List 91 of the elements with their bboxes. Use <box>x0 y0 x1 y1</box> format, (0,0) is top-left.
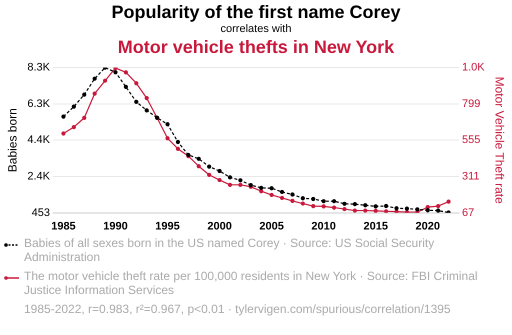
y2-tick-label: 555 <box>462 134 480 146</box>
point <box>436 208 440 213</box>
point <box>426 205 430 210</box>
x-tick-label: 2010 <box>311 220 336 232</box>
point <box>102 78 108 83</box>
point <box>270 186 274 190</box>
point <box>165 136 170 140</box>
point <box>404 206 410 211</box>
y-tick-label: 6.3K <box>27 98 51 110</box>
x-tick-label: 1985 <box>51 220 76 232</box>
point <box>363 203 368 208</box>
point <box>196 156 201 161</box>
point <box>436 204 440 208</box>
point <box>144 96 149 100</box>
point <box>259 186 264 190</box>
point <box>446 200 451 204</box>
point <box>207 164 212 169</box>
point <box>384 204 388 208</box>
y2-tick-label: 1.0K <box>462 62 486 74</box>
x-tick-label: 2000 <box>207 220 232 232</box>
point <box>72 104 76 109</box>
x-tick-label: 2005 <box>259 220 284 232</box>
y2-axis-title: Motor Vehicle Theft rate <box>492 76 506 204</box>
point <box>322 204 326 209</box>
point <box>134 100 138 104</box>
y-tick-label: 8.3K <box>27 62 51 74</box>
point <box>394 210 399 213</box>
y-axis-title: Babies born <box>6 108 20 172</box>
legend-label: Babies of all sexes born in the US named Corey · Source: US Social Security Administration <box>24 236 436 264</box>
point <box>92 76 97 81</box>
point <box>228 175 232 180</box>
point <box>300 196 305 200</box>
point <box>280 190 284 194</box>
point <box>144 108 149 112</box>
point <box>61 131 66 136</box>
point <box>426 208 430 212</box>
x-tick-label: 1995 <box>155 220 180 232</box>
point <box>352 208 357 213</box>
point <box>270 192 274 198</box>
point <box>217 178 222 182</box>
y2-tick-label: 311 <box>462 170 480 183</box>
point <box>290 198 295 203</box>
x-tick-label: 2020 <box>416 220 440 232</box>
point <box>322 199 326 204</box>
point <box>217 168 222 174</box>
point <box>290 192 295 197</box>
point <box>259 189 264 194</box>
point <box>374 208 378 213</box>
x-tick-label: 2015 <box>363 220 388 232</box>
point <box>176 140 180 144</box>
point <box>165 122 170 126</box>
point <box>332 199 336 204</box>
point <box>134 81 138 86</box>
point <box>311 196 316 202</box>
point <box>207 172 212 177</box>
point <box>363 208 368 213</box>
point <box>82 92 86 97</box>
point <box>124 84 128 89</box>
x-tick-label: 1990 <box>103 220 128 232</box>
chart-subtitle: correlates with <box>220 22 292 36</box>
text: Motor vehicle thefts in New York <box>116 36 396 58</box>
point <box>92 92 97 96</box>
point <box>311 204 316 208</box>
y-tick-label: 4.4K <box>27 134 51 146</box>
legend-label: The motor vehicle theft rate per 100,000 residents in New York · Source: FBI Criminal Justice Information Services <box>24 269 479 297</box>
point <box>238 178 242 182</box>
point <box>176 146 180 151</box>
point <box>342 206 347 212</box>
point <box>72 125 76 130</box>
point <box>124 70 128 74</box>
text: 1985-2022, r=0.983, r²=0.967, p<0.01 · tylervigen.com/spurious/correlation/1395 <box>23 302 452 316</box>
point <box>415 207 420 212</box>
point <box>374 204 378 208</box>
y-tick-label: 2.4K <box>27 170 51 183</box>
chart-title: Popularity of the first name Corey <box>110 1 402 22</box>
point <box>82 116 86 120</box>
point <box>280 196 284 200</box>
y-tick-label: 453 <box>32 206 50 219</box>
point <box>342 202 347 206</box>
y2-tick-label: 67 <box>462 206 474 219</box>
point <box>300 201 305 206</box>
point <box>394 206 399 210</box>
point <box>384 209 388 213</box>
point <box>61 114 66 119</box>
point <box>196 164 201 168</box>
point <box>228 182 232 187</box>
y2-tick-label: 799 <box>462 98 480 110</box>
point <box>113 70 118 74</box>
point <box>332 205 336 210</box>
point <box>238 182 242 187</box>
point <box>352 202 357 206</box>
